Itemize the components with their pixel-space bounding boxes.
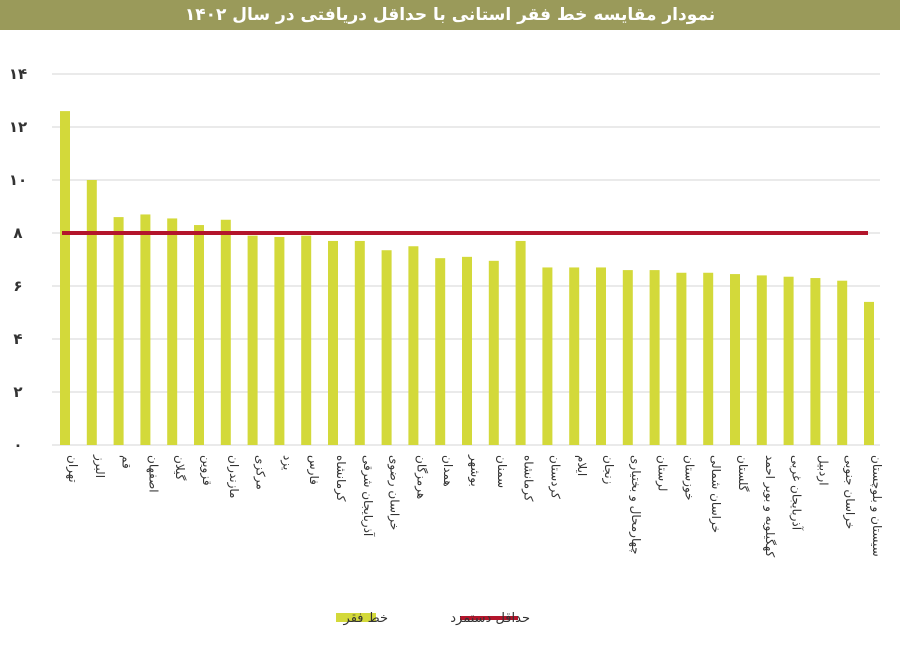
y-tick-label: ۲ [13, 383, 22, 401]
bar [328, 240, 338, 445]
category-label: خراسان رضوی [387, 455, 402, 530]
chart-title: نمودار مقایسه خط فقر استانی با حداقل دری… [184, 5, 716, 25]
bar [435, 258, 446, 445]
bar [596, 267, 606, 445]
y-tick-label: ۰ [13, 436, 22, 454]
bar [354, 240, 365, 445]
bar [649, 270, 660, 445]
bar [837, 280, 848, 445]
bar [569, 267, 580, 445]
bar [301, 235, 312, 445]
y-tick-label: ۴ [13, 330, 22, 348]
category-label: لرستان [655, 455, 670, 491]
legend-label: خط فقر [343, 611, 388, 626]
bar [194, 225, 204, 445]
category-label: سمنان [495, 455, 509, 488]
bar [408, 246, 419, 445]
category-label: آذربایجان غربی [789, 455, 805, 531]
category-label: یزد [279, 455, 294, 470]
y-tick-label: ۱۰ [9, 171, 27, 189]
bar [113, 217, 124, 445]
bar [783, 276, 794, 445]
bar [864, 301, 874, 445]
category-label: کرمانشاه [333, 455, 348, 502]
bar [542, 267, 553, 445]
y-tick-label: ۸ [13, 224, 22, 242]
category-label: مازندران [226, 455, 241, 498]
bar-chart: ۰ ۲ ۴ ۶ ۸ ۱۰ ۱۲ ۱۴ تهران البرز قم اصفهان گیلان قزوین م… [9, 65, 884, 626]
bar [381, 250, 392, 445]
category-label: خوزستان [681, 455, 696, 501]
title-bar: نمودار مقایسه خط فقر استانی با حداقل دری… [0, 0, 900, 30]
category-label: تهران [65, 455, 80, 483]
category-label: آذربایجان شرقی [360, 455, 376, 537]
bar [676, 272, 687, 445]
category-label: کردستان [547, 455, 562, 499]
category-label: گیلان [173, 455, 187, 481]
category-label: فارس [306, 455, 321, 485]
bar [60, 111, 70, 445]
bar [274, 236, 285, 445]
y-tick-label: ۶ [13, 277, 22, 295]
bar [810, 278, 821, 445]
y-tick-label: ۱۲ [9, 118, 27, 136]
category-label: اصفهان [146, 455, 160, 493]
bar [622, 270, 633, 445]
y-tick-label: ۱۴ [9, 65, 27, 83]
legend-label: حداقل دستمزد [450, 611, 530, 626]
bar [220, 219, 231, 445]
category-label: خراسان شمالی [708, 455, 723, 533]
bar [703, 272, 714, 445]
legend-swatch-bar [336, 613, 376, 622]
category-label: خراسان جنوبی [842, 455, 857, 529]
bar [488, 260, 499, 445]
category-label: قم [120, 455, 134, 469]
category-label: کهگیلویه و بویر احمد [762, 455, 777, 557]
category-label: ایلام [575, 455, 589, 476]
category-label: هرمزگان [413, 455, 428, 499]
bar [515, 240, 526, 445]
category-label: بوشهر [467, 454, 482, 487]
bar [730, 274, 740, 445]
bar [167, 218, 178, 445]
category-label: البرز [92, 454, 107, 478]
category-label: گلستان [736, 455, 750, 492]
bar [247, 235, 258, 445]
bar [756, 275, 767, 445]
category-label: همدان [441, 455, 455, 487]
category-label: چهارمحال و بختیاری [628, 455, 643, 555]
category-label: زنجان [601, 455, 616, 485]
category-label: مرکزی [253, 455, 268, 490]
bar [140, 214, 151, 445]
category-label: سیستان و بلوچستان [869, 455, 884, 557]
bar [462, 256, 472, 445]
category-label: اردبیل [815, 455, 830, 486]
category-label: قزوین [199, 455, 214, 486]
bar [86, 180, 97, 445]
category-label: کرمانشاه [521, 455, 536, 502]
